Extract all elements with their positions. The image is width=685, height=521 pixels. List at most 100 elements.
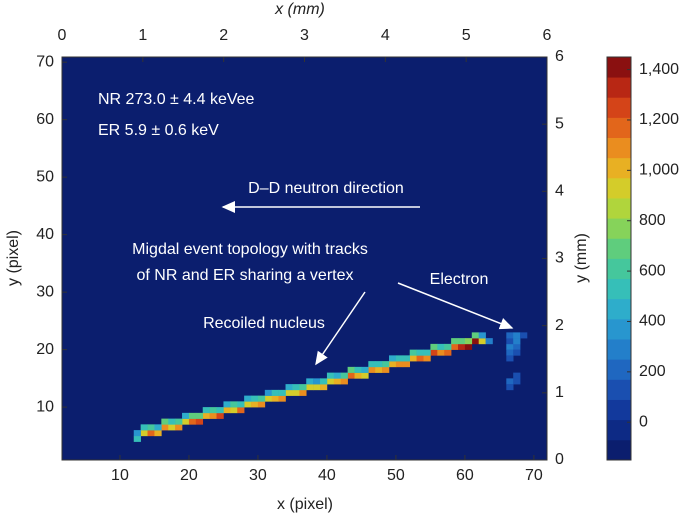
heatmap-cell	[209, 412, 217, 419]
colorbar-swatch	[607, 278, 631, 300]
tick-label: 50	[36, 168, 54, 185]
heatmap-cell	[464, 338, 473, 345]
heatmap-cell	[368, 361, 376, 368]
heatmap-cell	[271, 395, 279, 402]
heatmap-cell	[430, 343, 438, 350]
colorbar-swatch	[607, 157, 631, 179]
heatmap-cell	[147, 430, 155, 437]
heatmap-cell	[175, 418, 183, 425]
tick-label: 4	[381, 27, 390, 44]
heatmap-cell	[361, 372, 369, 379]
tick-label: 60	[36, 111, 54, 128]
tick-label: 4	[555, 183, 564, 200]
heatmap-cell	[506, 355, 514, 362]
heatmap-cell	[140, 430, 148, 437]
heatmap-cell	[423, 349, 431, 356]
heatmap-cell	[375, 361, 383, 368]
heatmap-cell	[423, 355, 431, 362]
tick-label: 0	[639, 413, 648, 430]
colorbar-swatch	[607, 298, 631, 320]
tick-label: 20	[180, 467, 198, 484]
heatmap-cell	[257, 401, 266, 408]
heatmap-cell	[361, 366, 369, 373]
heatmap-cell	[506, 332, 514, 339]
heatmap-cell	[257, 395, 266, 402]
annotation: Recoiled nucleus	[203, 315, 325, 332]
heatmap-cell	[506, 384, 514, 391]
tick-label: 3	[555, 250, 564, 267]
heatmap-cell	[478, 338, 486, 345]
annotation: of NR and ER sharing a vertex	[137, 267, 354, 284]
heatmap-cell	[299, 384, 307, 391]
tick-label: 40	[36, 226, 54, 243]
heatmap-cell	[416, 349, 424, 356]
heatmap-cell	[271, 389, 279, 396]
heatmap-cell	[195, 412, 204, 419]
heatmap-cell	[506, 349, 514, 356]
colorbar-swatch	[607, 218, 631, 239]
colorbar-swatch	[607, 57, 631, 78]
heatmap-cell	[306, 384, 314, 391]
plot-area	[62, 57, 547, 460]
heatmap-cell	[471, 338, 479, 345]
heatmap-cell	[188, 412, 197, 419]
heatmap-cell	[382, 361, 390, 368]
heatmap-cell	[182, 412, 190, 419]
y2-axis-label: y (mm)	[573, 233, 590, 283]
tick-label: 200	[639, 363, 666, 380]
tick-label: 1,200	[639, 111, 679, 128]
heatmap-cell	[389, 355, 397, 362]
colorbar-swatch	[607, 137, 631, 159]
heatmap-cell	[133, 435, 141, 442]
annotation: Migdal event topology with tracks	[132, 241, 368, 258]
heatmap-cell	[437, 349, 445, 356]
tick-label: 6	[555, 48, 564, 65]
heatmap-cell	[354, 372, 362, 379]
heatmap-cell	[133, 430, 141, 437]
heatmap-cell	[264, 395, 273, 402]
tick-label: 600	[639, 262, 666, 279]
x-axis-label: x (pixel)	[277, 496, 333, 513]
colorbar-swatch	[607, 238, 631, 259]
heatmap-cell	[182, 418, 190, 425]
colorbar-swatch	[607, 439, 631, 461]
heatmap-cell	[513, 338, 521, 345]
tick-label: 30	[36, 283, 54, 300]
heatmap-cell	[485, 338, 493, 345]
heatmap-cell	[409, 349, 417, 356]
heatmap-cell	[389, 361, 397, 368]
colorbar-swatch	[607, 117, 631, 138]
heatmap-cell	[251, 401, 259, 408]
heatmap-cell	[237, 407, 245, 414]
colorbar-swatch	[607, 258, 631, 280]
heatmap-cell	[326, 378, 335, 385]
heatmap-cell	[195, 418, 204, 425]
heatmap-cell	[223, 401, 231, 408]
annotation: NR 273.0 ± 4.4 keVee	[98, 91, 255, 108]
colorbar-swatch	[607, 198, 631, 219]
heatmap-cell	[333, 378, 342, 385]
heatmap-cell	[395, 361, 404, 368]
tick-label: 70	[36, 53, 54, 70]
heatmap-cell	[326, 372, 335, 379]
tick-label: 1,400	[639, 61, 679, 78]
tick-label: 800	[639, 212, 666, 229]
heatmap-cell	[223, 407, 231, 414]
tick-label: 5	[462, 27, 471, 44]
heatmap-cell	[188, 418, 197, 425]
heatmap-cell	[320, 384, 328, 391]
heatmap-cell	[513, 349, 521, 356]
colorbar-frame	[606, 56, 632, 461]
heatmap-cell	[154, 424, 162, 431]
annotation: D–D neutron direction	[248, 180, 404, 197]
heatmap-cell	[230, 401, 238, 408]
heatmap-cell	[306, 378, 314, 385]
heatmap-cell	[382, 366, 390, 373]
heatmap-cell	[209, 407, 217, 414]
colorbar-swatch	[607, 359, 631, 380]
heatmap-cell	[216, 407, 224, 414]
heatmap-cell	[513, 343, 521, 350]
heatmap-cell	[161, 424, 169, 431]
heatmap-cell	[340, 378, 348, 385]
